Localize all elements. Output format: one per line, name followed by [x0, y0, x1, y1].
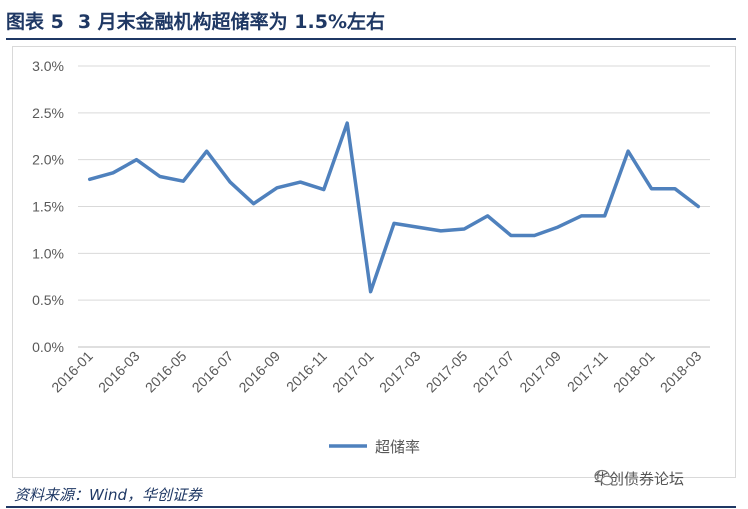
x-tick-label: 2018-03 [657, 348, 705, 396]
x-tick-label: 2017-03 [376, 348, 424, 396]
source-note: 资料来源：Wind，华创证券 [14, 486, 203, 504]
x-tick-label: 2017-07 [470, 348, 518, 396]
y-axis-ticks: 0.0% 0.5% 1.0% 1.5% 2.0% 2.5% 3.0% [32, 58, 64, 355]
figure-title: 图表 5 3 月末金融机构超储率为 1.5%左右 [6, 8, 385, 36]
y-tick-label: 1.5% [32, 199, 64, 215]
y-tick-label: 0.0% [32, 339, 64, 355]
watermark: 华创债券论坛 [594, 468, 684, 489]
figure-label: 图表 5 [6, 11, 64, 33]
grid-lines [78, 65, 710, 348]
x-tick-label: 2018-01 [610, 348, 658, 396]
x-axis-ticks: 2016-01 2016-03 2016-05 2016-07 2016-09 2016-… [48, 348, 704, 396]
x-tick-label: 2017-01 [329, 348, 377, 396]
bottom-divider [6, 506, 736, 508]
watermark-text: 华创债券论坛 [594, 470, 685, 488]
x-tick-label: 2016-05 [142, 348, 190, 396]
figure-title-text: 3 月末金融机构超储率为 1.5%左右 [77, 11, 385, 33]
legend: 超储率 [329, 438, 420, 456]
series-line [87, 121, 701, 294]
x-tick-label: 2017-05 [423, 348, 471, 396]
legend-label: 超储率 [375, 438, 420, 456]
x-tick-label: 2016-09 [235, 348, 283, 396]
x-tick-label: 2017-09 [516, 348, 564, 396]
y-tick-label: 2.5% [32, 105, 64, 121]
x-tick-label: 2016-03 [95, 348, 143, 396]
y-tick-label: 2.0% [32, 152, 64, 168]
x-tick-label: 2016-07 [189, 348, 237, 396]
x-tick-label: 2016-11 [283, 348, 330, 395]
wechat-icon [594, 469, 614, 486]
line-chart: 0.0% 0.5% 1.0% 1.5% 2.0% 2.5% 3.0% 2016-01 2016… [32, 58, 710, 456]
y-tick-label: 0.5% [32, 292, 64, 308]
y-tick-label: 1.0% [32, 245, 64, 261]
series-layer [87, 121, 701, 294]
title-divider [6, 38, 736, 40]
y-tick-label: 3.0% [32, 58, 64, 74]
chart-frame: 0.0% 0.5% 1.0% 1.5% 2.0% 2.5% 3.0% 2016-01 2016… [12, 46, 736, 478]
x-tick-label: 2017-11 [564, 348, 611, 395]
